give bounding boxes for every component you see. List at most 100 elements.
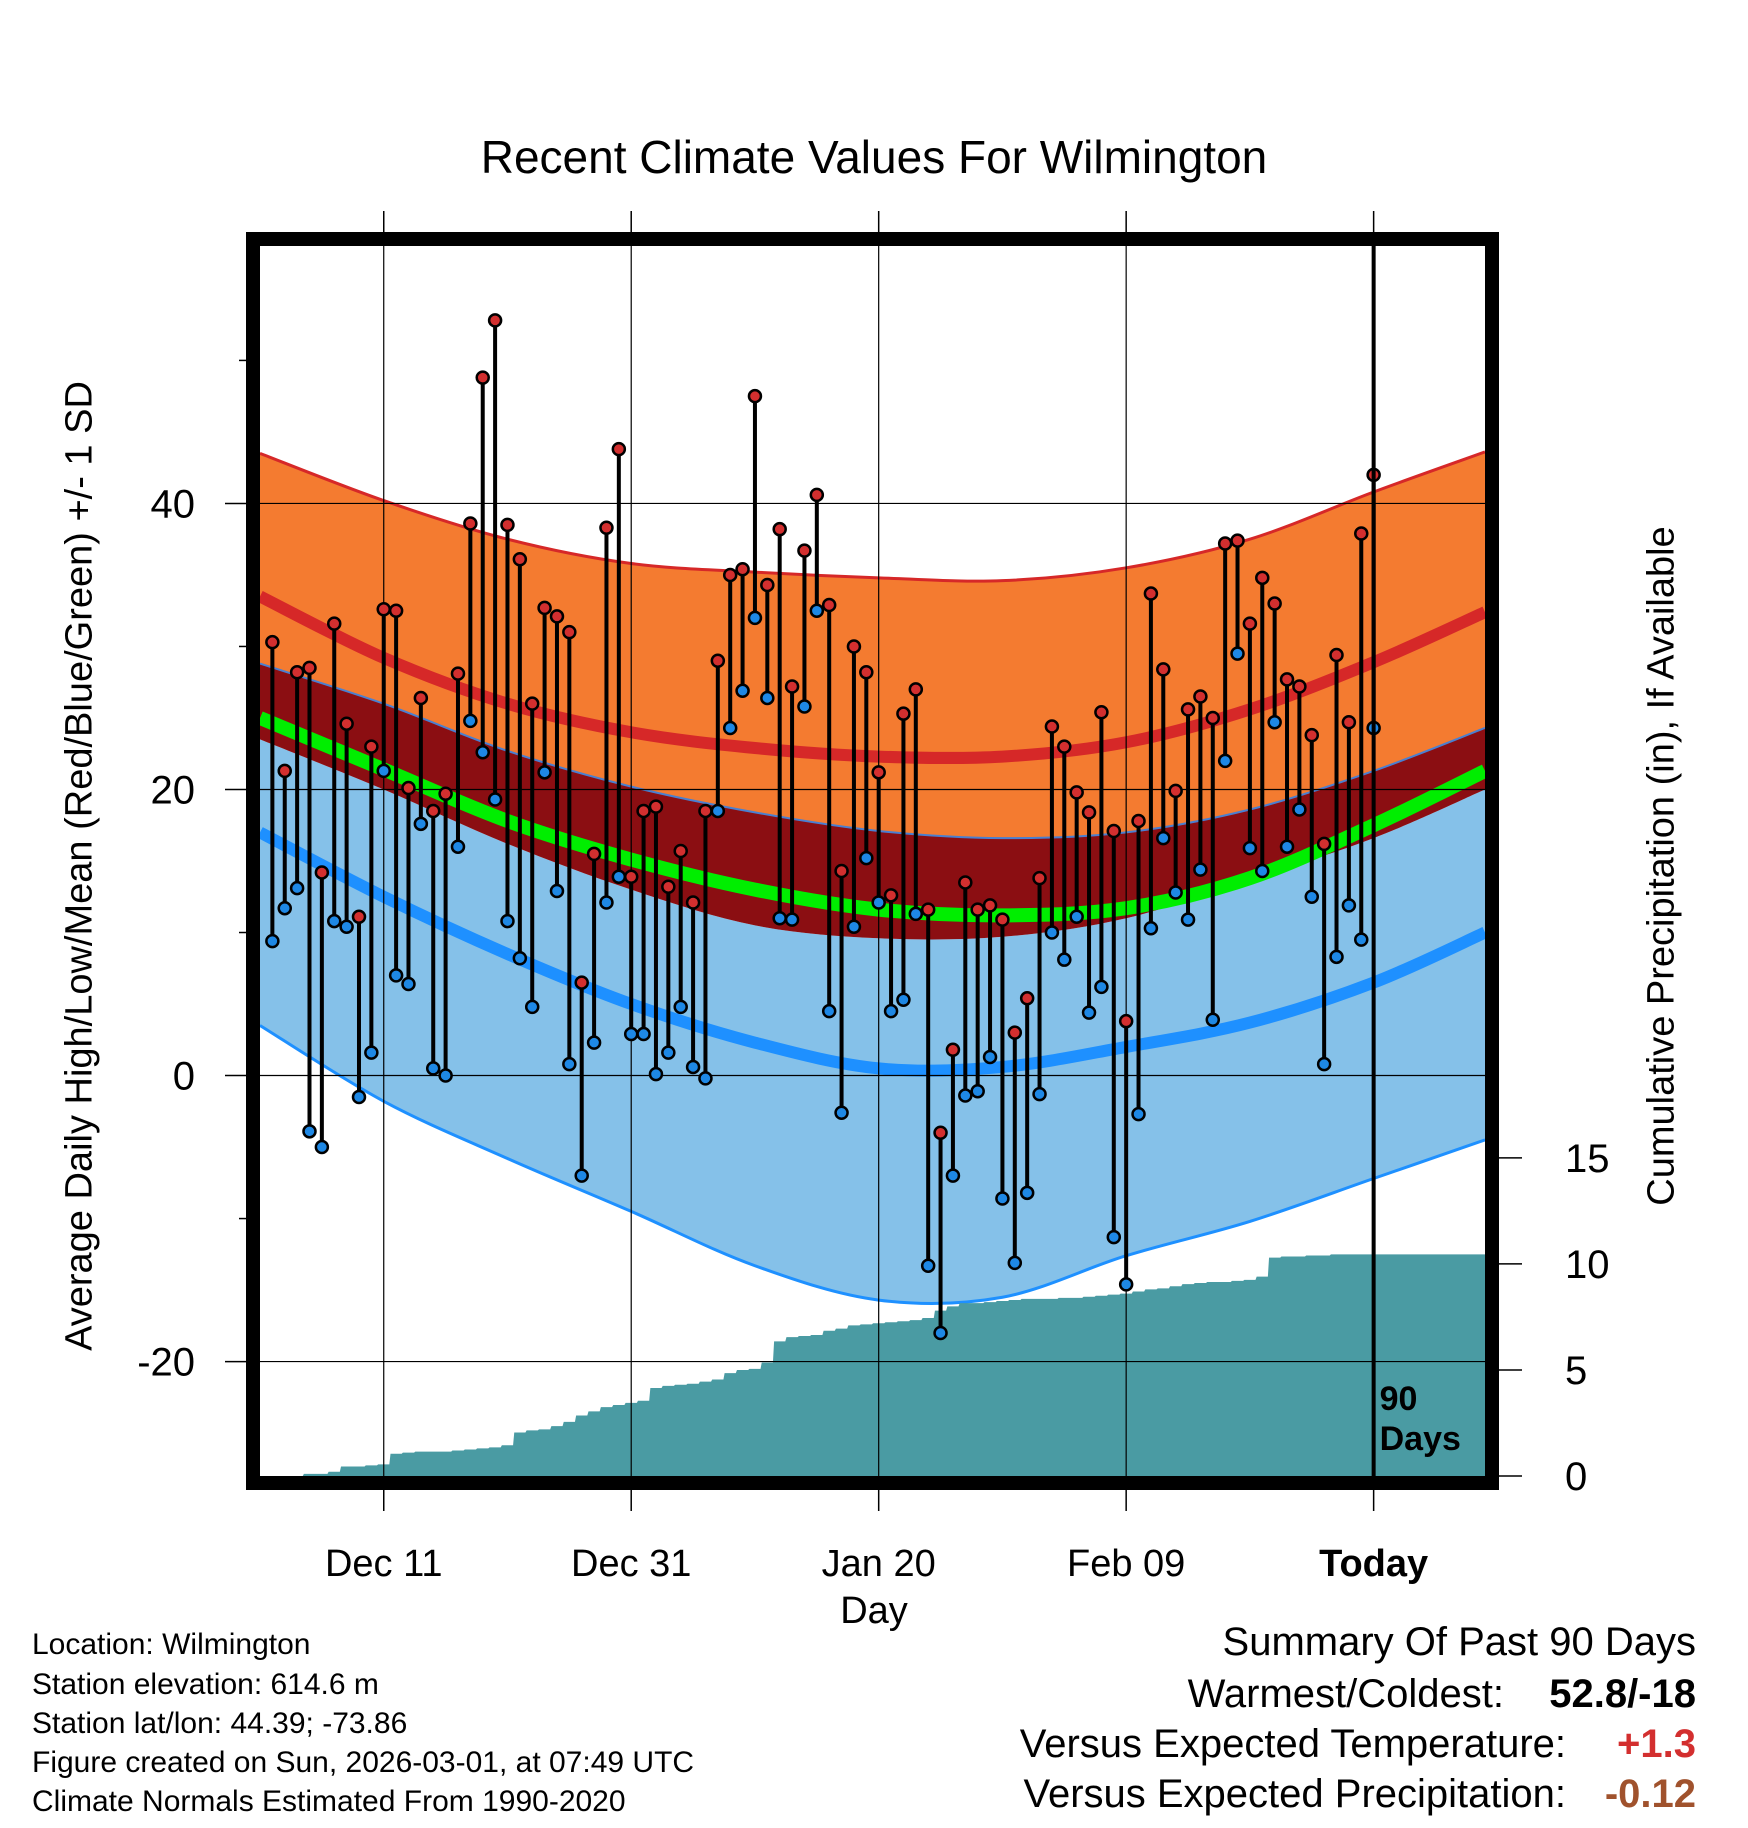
daily-low-point <box>599 895 614 910</box>
daily-low-point <box>450 839 466 854</box>
daily-low-point <box>995 1191 1010 1206</box>
x-tick-label: Today <box>1319 1543 1428 1585</box>
daily-high-point <box>1131 813 1146 829</box>
daily-low-point <box>512 951 528 966</box>
location-text: Location: Wilmington <box>32 1628 311 1661</box>
daily-low-point <box>475 745 490 760</box>
daily-high-point <box>1069 785 1084 800</box>
daily-low-point <box>735 683 750 699</box>
y2-tick-label: 0 <box>1565 1455 1587 1499</box>
daily-high-point <box>450 666 466 681</box>
daily-low-point <box>1217 753 1233 769</box>
daily-high-point <box>438 786 453 802</box>
daily-low-point <box>463 713 478 729</box>
daily-high-point <box>611 441 627 457</box>
summary-heading: Summary Of Past 90 Days <box>1222 1620 1696 1664</box>
daily-high-point <box>772 521 787 537</box>
daily-low-point <box>1069 909 1084 925</box>
daily-low-point <box>1267 715 1282 730</box>
daily-high-point <box>1094 705 1109 720</box>
daily-low-point <box>623 1026 639 1042</box>
daily-low-point <box>1057 952 1072 967</box>
daily-high-point <box>1205 710 1221 726</box>
daily-low-point <box>1255 863 1270 879</box>
daily-low-point <box>673 999 688 1015</box>
daily-low-point <box>314 1139 330 1155</box>
daily-low-point <box>809 603 825 618</box>
daily-low-point <box>611 869 627 884</box>
daily-high-point <box>1292 679 1307 694</box>
daily-high-point <box>339 716 354 731</box>
daily-high-point <box>995 912 1010 927</box>
daily-low-point <box>574 1168 589 1183</box>
daily-high-point <box>1081 805 1097 820</box>
daily-high-point <box>413 690 429 706</box>
daily-low-point <box>537 765 552 780</box>
daily-high-point <box>1019 991 1035 1006</box>
daily-low-point <box>1168 885 1183 900</box>
daily-high-point <box>1354 526 1369 541</box>
daily-low-point <box>1341 898 1357 913</box>
daily-high-point <box>834 863 849 879</box>
daily-high-point <box>351 909 367 925</box>
daily-low-point <box>1156 830 1171 846</box>
y-tick-label: 40 <box>151 482 196 526</box>
daily-high-point <box>958 875 973 890</box>
daily-low-point <box>1180 912 1196 927</box>
daily-high-point <box>685 895 701 910</box>
daily-high-point <box>722 567 738 583</box>
plot-frame <box>246 232 1499 1490</box>
daily-low-point <box>661 1045 676 1060</box>
daily-low-point <box>388 968 404 983</box>
temp-value: +1.3 <box>1617 1722 1696 1766</box>
daily-low-point <box>933 1325 948 1341</box>
daily-high-point <box>1193 689 1208 704</box>
daily-low-point <box>438 1068 453 1083</box>
daily-high-point <box>735 561 750 577</box>
daily-high-point <box>586 846 602 862</box>
daily-low-point <box>920 1258 936 1274</box>
daily-low-point <box>376 763 391 779</box>
today-marker-text: Days <box>1380 1420 1461 1458</box>
daily-low-point <box>722 720 738 736</box>
daily-high-point <box>537 600 552 616</box>
daily-low-point <box>648 1066 664 1082</box>
x-tick-label: Jan 20 <box>822 1543 936 1585</box>
daily-low-point <box>265 933 280 949</box>
daily-low-point <box>982 1049 998 1065</box>
daily-low-point <box>549 883 565 899</box>
daily-low-point <box>871 895 886 910</box>
today-marker-text: 90 <box>1380 1380 1418 1418</box>
daily-low-point <box>859 850 874 866</box>
daily-high-point <box>1180 702 1196 717</box>
daily-high-point <box>1044 719 1060 734</box>
daily-low-point <box>1019 1185 1035 1201</box>
x-tick-label: Feb 09 <box>1067 1543 1185 1585</box>
daily-low-point <box>1118 1277 1134 1292</box>
daily-low-point <box>636 1026 651 1042</box>
daily-low-point <box>784 912 800 927</box>
warmest-label: Warmest/Coldest: <box>1187 1672 1504 1716</box>
daily-high-point <box>1304 727 1320 743</box>
daily-low-point <box>1279 839 1295 854</box>
daily-high-point <box>1242 616 1258 631</box>
daily-high-point <box>661 879 676 894</box>
y2-tick-label: 10 <box>1565 1243 1610 1287</box>
y2-tick-label: 15 <box>1565 1137 1610 1181</box>
daily-low-point <box>1044 925 1060 940</box>
y-tick-label: 20 <box>151 768 196 812</box>
low-sd-band <box>260 739 1485 1304</box>
daily-low-point <box>1292 802 1307 817</box>
temp-label: Versus Expected Temperature: <box>1019 1722 1566 1766</box>
daily-high-point <box>673 843 688 859</box>
daily-low-point <box>908 906 924 922</box>
daily-high-point <box>1057 739 1072 754</box>
daily-low-point <box>1193 862 1208 877</box>
daily-low-point <box>326 913 342 929</box>
daily-high-point <box>599 520 614 536</box>
daily-low-point <box>1230 646 1245 661</box>
daily-high-point <box>1106 823 1122 839</box>
daily-low-point <box>970 1084 985 1099</box>
daily-high-point <box>549 609 565 624</box>
